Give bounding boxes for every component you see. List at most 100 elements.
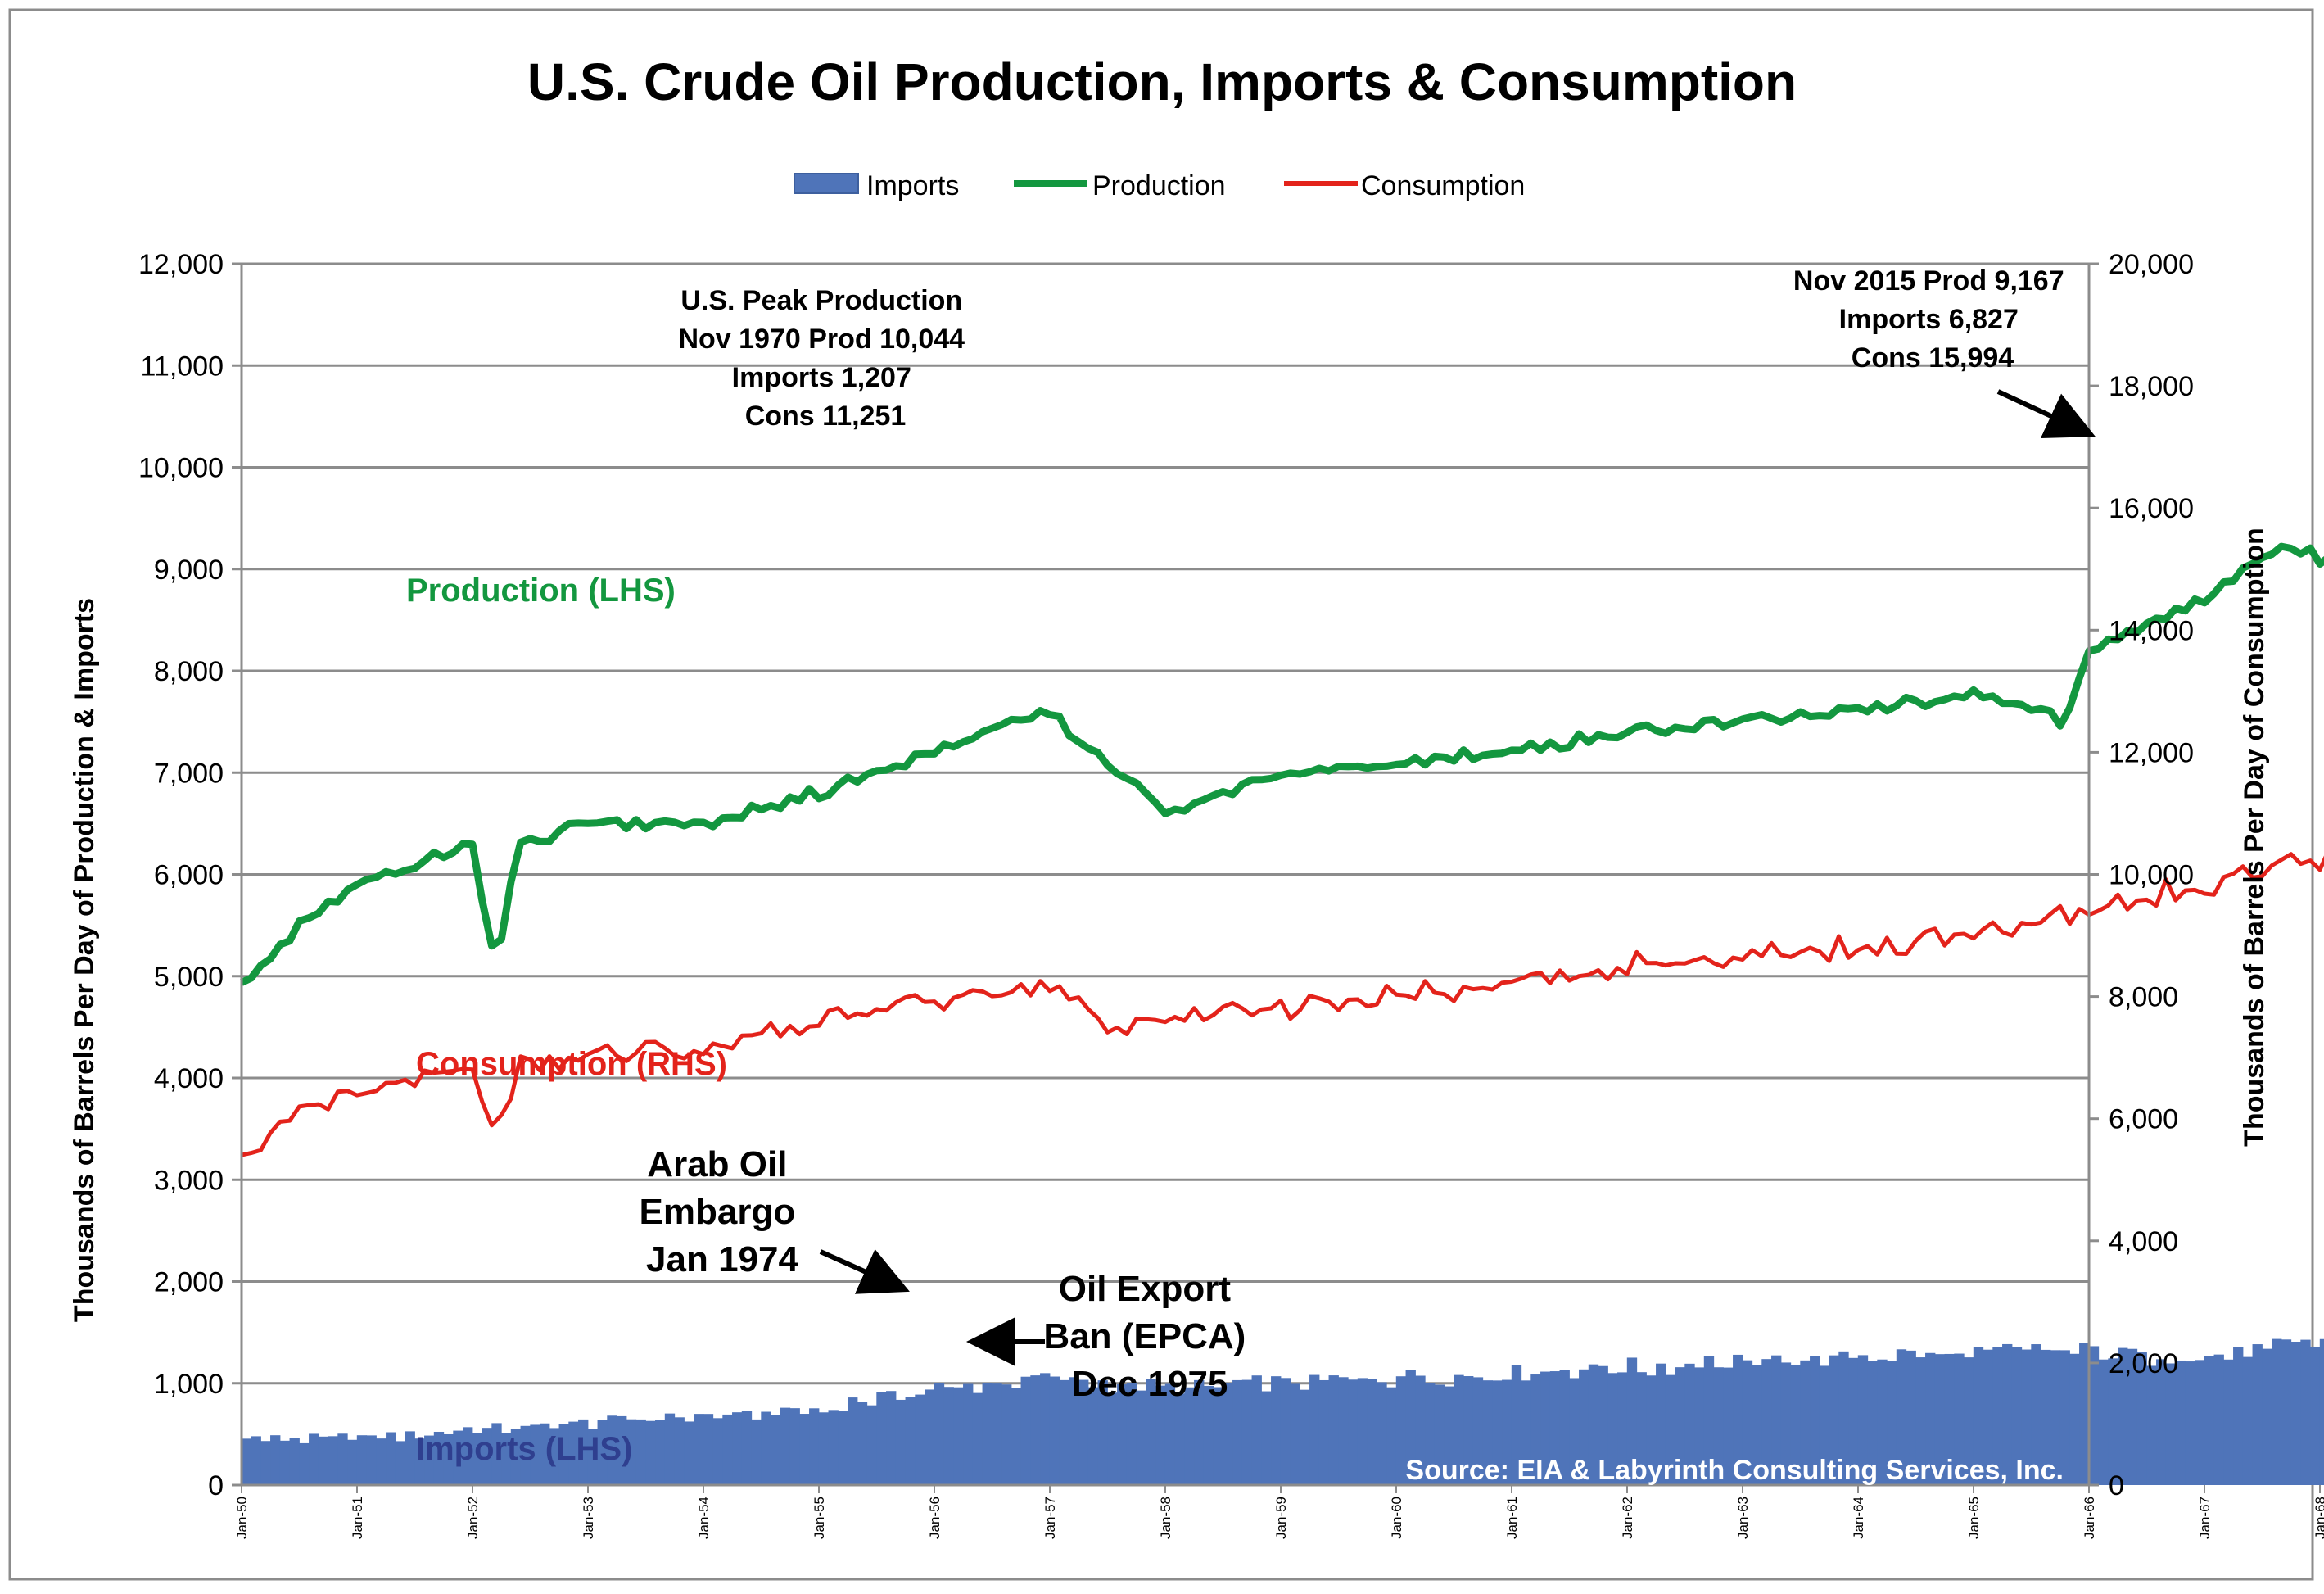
legend-swatch-imports bbox=[794, 173, 859, 194]
imports-bar bbox=[309, 1433, 319, 1485]
embargo-line-1: Arab Oil bbox=[647, 1144, 787, 1184]
x-tick-label: Jan-68 bbox=[2313, 1497, 2324, 1539]
imports-bar bbox=[2213, 1354, 2224, 1485]
imports-bar bbox=[1877, 1359, 1888, 1485]
imports-bar bbox=[2011, 1347, 2023, 1485]
y-tick-left-label: 10,000 bbox=[138, 453, 224, 484]
imports-bar bbox=[328, 1436, 338, 1485]
imports-bar bbox=[1944, 1353, 1955, 1485]
y-ticks-right: 0 2,000 4,000 6,000 8,000 10,000 12,000 14,000 1… bbox=[2089, 249, 2194, 1501]
imports-bar bbox=[1271, 1376, 1282, 1485]
imports-bar bbox=[520, 1425, 531, 1485]
imports-bar bbox=[405, 1431, 415, 1485]
y-tick-left-label: 5,000 bbox=[154, 962, 224, 993]
imports-bar bbox=[1020, 1376, 1031, 1485]
imports-bar bbox=[433, 1431, 445, 1485]
imports-bar bbox=[1540, 1371, 1551, 1485]
imports-bar bbox=[1925, 1352, 1936, 1485]
imports-bar bbox=[934, 1383, 945, 1485]
imports-bar bbox=[1492, 1380, 1503, 1485]
imports-bar bbox=[1887, 1361, 1897, 1485]
imports-bar bbox=[1810, 1356, 1820, 1485]
imports-bar bbox=[1377, 1382, 1387, 1485]
export-ban-line-3: Dec 1975 bbox=[1072, 1364, 1228, 1404]
imports-bar bbox=[741, 1411, 753, 1485]
chart-frame bbox=[8, 8, 2314, 1581]
imports-bar bbox=[540, 1423, 550, 1485]
y-tick-left-label: 1,000 bbox=[154, 1369, 224, 1400]
imports-bar bbox=[1155, 1385, 1166, 1485]
x-tick-label: Jan-53 bbox=[581, 1497, 596, 1539]
imports-bar bbox=[1598, 1365, 1608, 1485]
x-tick-label: Jan-64 bbox=[1851, 1497, 1866, 1539]
imports-bar bbox=[1348, 1379, 1359, 1485]
imports-bar bbox=[2165, 1363, 2177, 1485]
y-ticks-left: 0 1,000 2,000 3,000 4,000 5,000 6,000 7,000 8,00… bbox=[138, 249, 242, 1501]
imports-bar bbox=[1617, 1372, 1628, 1485]
imports-bar bbox=[645, 1420, 656, 1485]
imports-bar bbox=[1530, 1374, 1541, 1485]
embargo-line-3: Jan 1974 bbox=[646, 1239, 798, 1279]
imports-bar bbox=[1463, 1376, 1474, 1485]
imports-bar bbox=[915, 1394, 925, 1485]
imports-bar bbox=[866, 1405, 877, 1485]
imports-bar bbox=[838, 1411, 848, 1485]
imports-bar bbox=[1174, 1393, 1185, 1485]
imports-bar bbox=[1232, 1379, 1243, 1485]
x-tick-label: Jan-51 bbox=[350, 1497, 365, 1539]
y-tick-left-label: 7,000 bbox=[154, 758, 224, 789]
imports-bar bbox=[2079, 1343, 2090, 1485]
imports-bar bbox=[1030, 1375, 1041, 1485]
imports-bar bbox=[463, 1427, 473, 1485]
legend-label-consumption: Consumption bbox=[1361, 170, 1525, 202]
imports-bar bbox=[818, 1412, 830, 1485]
imports-bar bbox=[414, 1438, 425, 1485]
imports-bar bbox=[780, 1407, 791, 1485]
imports-bar bbox=[1896, 1349, 1907, 1485]
latest-line-3: Cons 15,994 bbox=[1852, 342, 2014, 374]
imports-bar bbox=[848, 1397, 858, 1485]
imports-bar bbox=[1733, 1354, 1743, 1485]
imports-bar bbox=[472, 1433, 483, 1485]
imports-bar bbox=[376, 1438, 387, 1485]
imports-bar bbox=[2310, 1346, 2321, 1485]
imports-bar bbox=[674, 1417, 685, 1485]
imports-bar bbox=[1607, 1373, 1618, 1485]
imports-bar bbox=[1790, 1364, 1801, 1485]
imports-bar bbox=[1328, 1375, 1339, 1485]
peak-line-3: Imports 1,207 bbox=[732, 362, 911, 393]
imports-bar bbox=[337, 1433, 348, 1485]
x-tick-label: Jan-50 bbox=[234, 1497, 250, 1539]
imports-bar bbox=[799, 1414, 810, 1485]
x-tick-label: Jan-56 bbox=[927, 1497, 943, 1539]
legend: Imports Production Consumption bbox=[794, 170, 1525, 202]
imports-bar bbox=[1559, 1370, 1570, 1485]
imports-bar bbox=[1011, 1388, 1022, 1485]
imports-bar bbox=[1367, 1379, 1377, 1485]
x-tick-label: Jan-67 bbox=[2197, 1497, 2213, 1539]
x-tick-label: Jan-58 bbox=[1158, 1497, 1173, 1539]
imports-bar bbox=[1742, 1360, 1753, 1485]
imports-bar bbox=[1184, 1387, 1195, 1485]
imports-bar bbox=[1338, 1377, 1349, 1485]
consumption-line bbox=[241, 852, 2324, 1157]
imports-bar bbox=[1087, 1387, 1099, 1485]
imports-bar bbox=[1684, 1363, 1695, 1485]
imports-bar bbox=[828, 1410, 839, 1485]
imports-bar bbox=[1761, 1359, 1772, 1485]
imports-bar bbox=[1425, 1383, 1436, 1485]
x-tick-label: Jan-65 bbox=[1966, 1497, 1982, 1539]
imports-bar bbox=[1569, 1378, 1580, 1485]
imports-bar bbox=[1906, 1350, 1916, 1485]
y-tick-left-label: 8,000 bbox=[154, 656, 224, 687]
y-tick-left-label: 9,000 bbox=[154, 555, 224, 586]
x-tick-label: Jan-57 bbox=[1042, 1497, 1058, 1539]
imports-bar bbox=[424, 1435, 435, 1485]
imports-bar bbox=[395, 1441, 406, 1485]
imports-bar bbox=[1964, 1357, 1974, 1485]
imports-bar bbox=[347, 1439, 358, 1485]
imports-bar bbox=[876, 1392, 887, 1485]
imports-bar bbox=[2272, 1338, 2282, 1485]
imports-bar bbox=[2233, 1347, 2244, 1485]
